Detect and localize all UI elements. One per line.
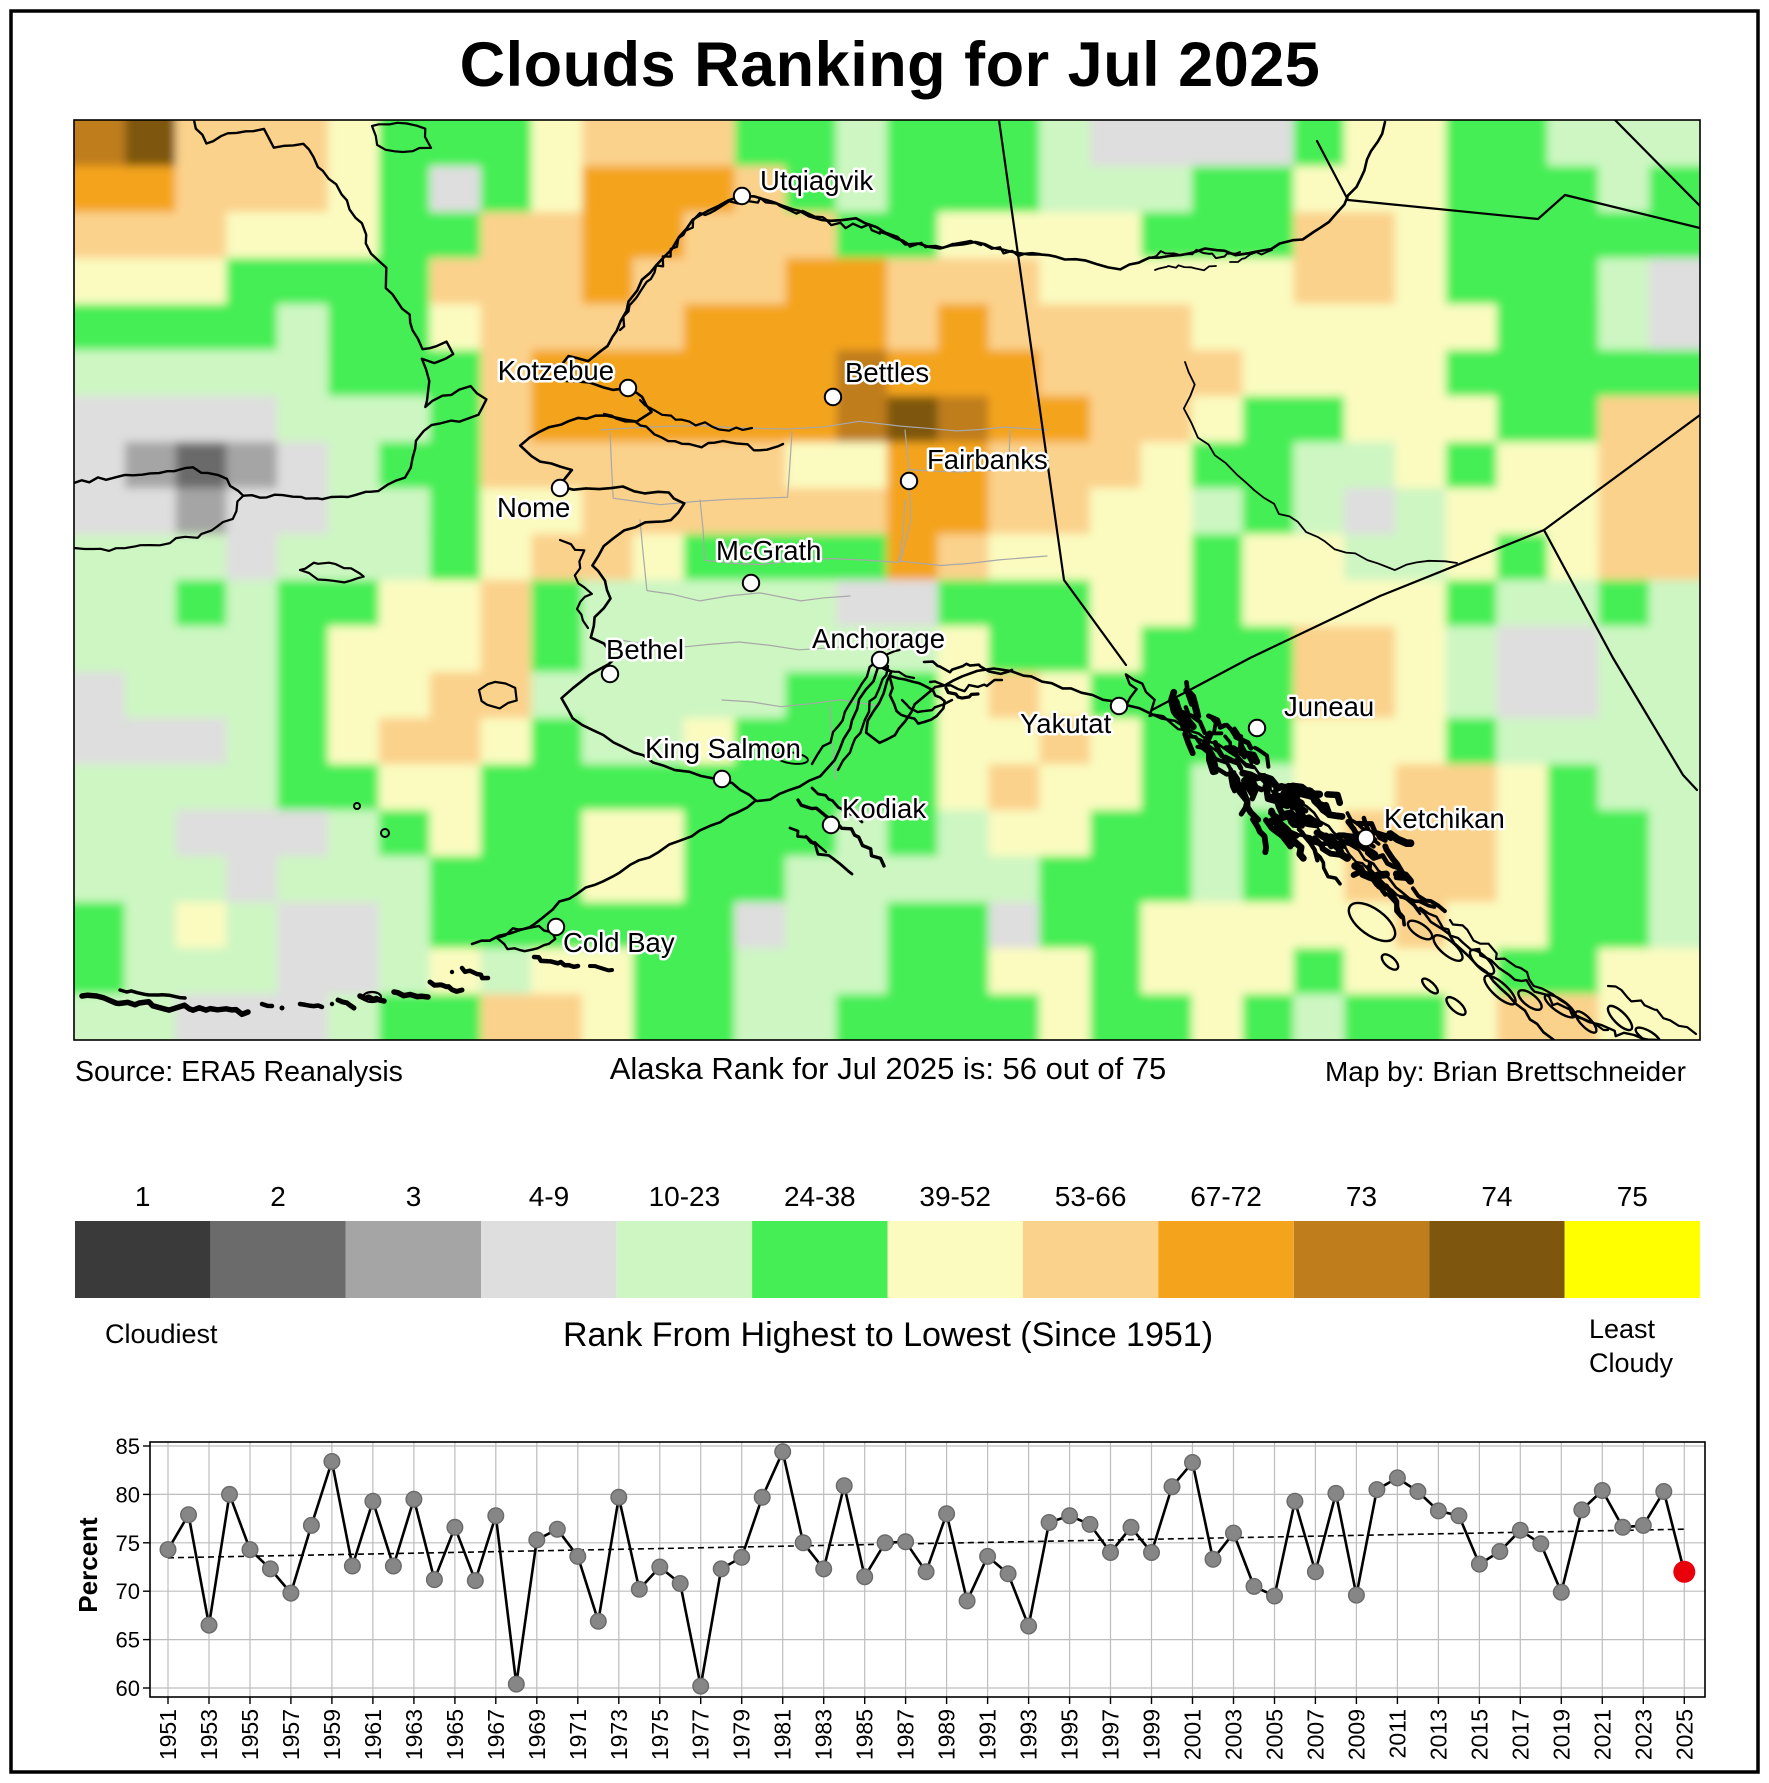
svg-text:1951: 1951 [155, 1709, 181, 1760]
svg-text:80: 80 [116, 1482, 140, 1507]
svg-text:Alaska Rank for Jul 2025 is: 5: Alaska Rank for Jul 2025 is: 56 out of 7… [610, 1051, 1167, 1086]
svg-text:2017: 2017 [1507, 1709, 1533, 1760]
svg-text:53-66: 53-66 [1055, 1181, 1127, 1212]
svg-text:1973: 1973 [606, 1709, 632, 1760]
svg-text:Least: Least [1589, 1314, 1656, 1344]
svg-text:4-9: 4-9 [529, 1181, 569, 1212]
svg-text:Utqiaġvik: Utqiaġvik [760, 165, 873, 196]
svg-text:2011: 2011 [1384, 1709, 1410, 1758]
svg-text:2009: 2009 [1343, 1709, 1369, 1760]
svg-text:1961: 1961 [360, 1709, 386, 1760]
svg-text:1985: 1985 [852, 1709, 878, 1760]
svg-text:1987: 1987 [893, 1709, 919, 1760]
svg-text:Fairbanks: Fairbanks [927, 444, 1048, 475]
svg-text:75: 75 [1617, 1181, 1648, 1212]
svg-text:Anchorage: Anchorage [812, 623, 945, 654]
svg-text:1979: 1979 [729, 1709, 755, 1760]
svg-text:Nome: Nome [497, 492, 570, 523]
svg-text:60: 60 [116, 1676, 140, 1701]
svg-text:1999: 1999 [1139, 1709, 1165, 1760]
svg-text:1989: 1989 [934, 1709, 960, 1760]
svg-text:Cloudy: Cloudy [1589, 1348, 1674, 1378]
svg-text:Bettles: Bettles [845, 357, 929, 388]
svg-text:Clouds Ranking for Jul 2025: Clouds Ranking for Jul 2025 [460, 30, 1321, 100]
svg-text:2007: 2007 [1302, 1709, 1328, 1760]
svg-text:1953: 1953 [196, 1709, 222, 1760]
svg-text:Map by: Brian Brettschneider: Map by: Brian Brettschneider [1325, 1056, 1686, 1087]
svg-text:1993: 1993 [1016, 1709, 1042, 1760]
svg-text:2001: 2001 [1180, 1709, 1206, 1760]
svg-text:1975: 1975 [647, 1709, 673, 1760]
svg-text:McGrath: McGrath [716, 535, 821, 566]
svg-text:King Salmon: King Salmon [645, 733, 801, 764]
svg-text:1963: 1963 [401, 1709, 427, 1760]
svg-text:1981: 1981 [770, 1709, 796, 1760]
svg-text:Yakutat: Yakutat [1020, 708, 1112, 739]
svg-text:1977: 1977 [688, 1709, 714, 1760]
svg-text:1957: 1957 [278, 1709, 304, 1760]
svg-text:1967: 1967 [483, 1709, 509, 1760]
svg-text:Juneau: Juneau [1284, 691, 1374, 722]
svg-text:75: 75 [116, 1531, 140, 1556]
svg-text:2015: 2015 [1466, 1709, 1492, 1760]
svg-text:2: 2 [270, 1181, 286, 1212]
svg-text:1: 1 [135, 1181, 151, 1212]
svg-text:65: 65 [116, 1628, 140, 1653]
svg-text:85: 85 [116, 1434, 140, 1459]
svg-text:2025: 2025 [1671, 1709, 1697, 1760]
svg-text:Rank From Highest to Lowest (S: Rank From Highest to Lowest (Since 1951) [563, 1316, 1213, 1354]
svg-text:24-38: 24-38 [784, 1181, 856, 1212]
svg-text:Bethel: Bethel [606, 634, 684, 665]
svg-text:Percent: Percent [73, 1517, 103, 1613]
svg-text:1995: 1995 [1057, 1709, 1083, 1760]
svg-text:Ketchikan: Ketchikan [1384, 803, 1505, 834]
svg-text:10-23: 10-23 [649, 1181, 721, 1212]
svg-text:2013: 2013 [1425, 1709, 1451, 1760]
svg-text:Cold Bay: Cold Bay [563, 927, 675, 958]
svg-text:Kodiak: Kodiak [842, 793, 926, 824]
svg-text:1959: 1959 [319, 1709, 345, 1760]
svg-text:67-72: 67-72 [1190, 1181, 1262, 1212]
svg-text:2005: 2005 [1262, 1709, 1288, 1760]
svg-text:Kotzebue: Kotzebue [498, 355, 614, 386]
svg-text:73: 73 [1346, 1181, 1377, 1212]
svg-text:1997: 1997 [1098, 1709, 1124, 1760]
svg-text:Source: ERA5 Reanalysis: Source: ERA5 Reanalysis [75, 1056, 403, 1088]
svg-text:39-52: 39-52 [919, 1181, 991, 1212]
svg-text:70: 70 [116, 1579, 140, 1604]
svg-text:1971: 1971 [565, 1709, 591, 1760]
svg-text:3: 3 [406, 1181, 422, 1212]
svg-text:2019: 2019 [1548, 1709, 1574, 1760]
svg-text:2003: 2003 [1221, 1709, 1247, 1760]
svg-text:1969: 1969 [524, 1709, 550, 1760]
svg-text:1965: 1965 [442, 1709, 468, 1760]
svg-text:74: 74 [1481, 1181, 1512, 1212]
svg-text:1991: 1991 [975, 1709, 1001, 1760]
svg-text:Cloudiest: Cloudiest [105, 1319, 218, 1349]
svg-text:1955: 1955 [237, 1709, 263, 1760]
svg-text:2021: 2021 [1589, 1709, 1615, 1760]
svg-text:1983: 1983 [811, 1709, 837, 1760]
svg-text:2023: 2023 [1630, 1709, 1656, 1760]
